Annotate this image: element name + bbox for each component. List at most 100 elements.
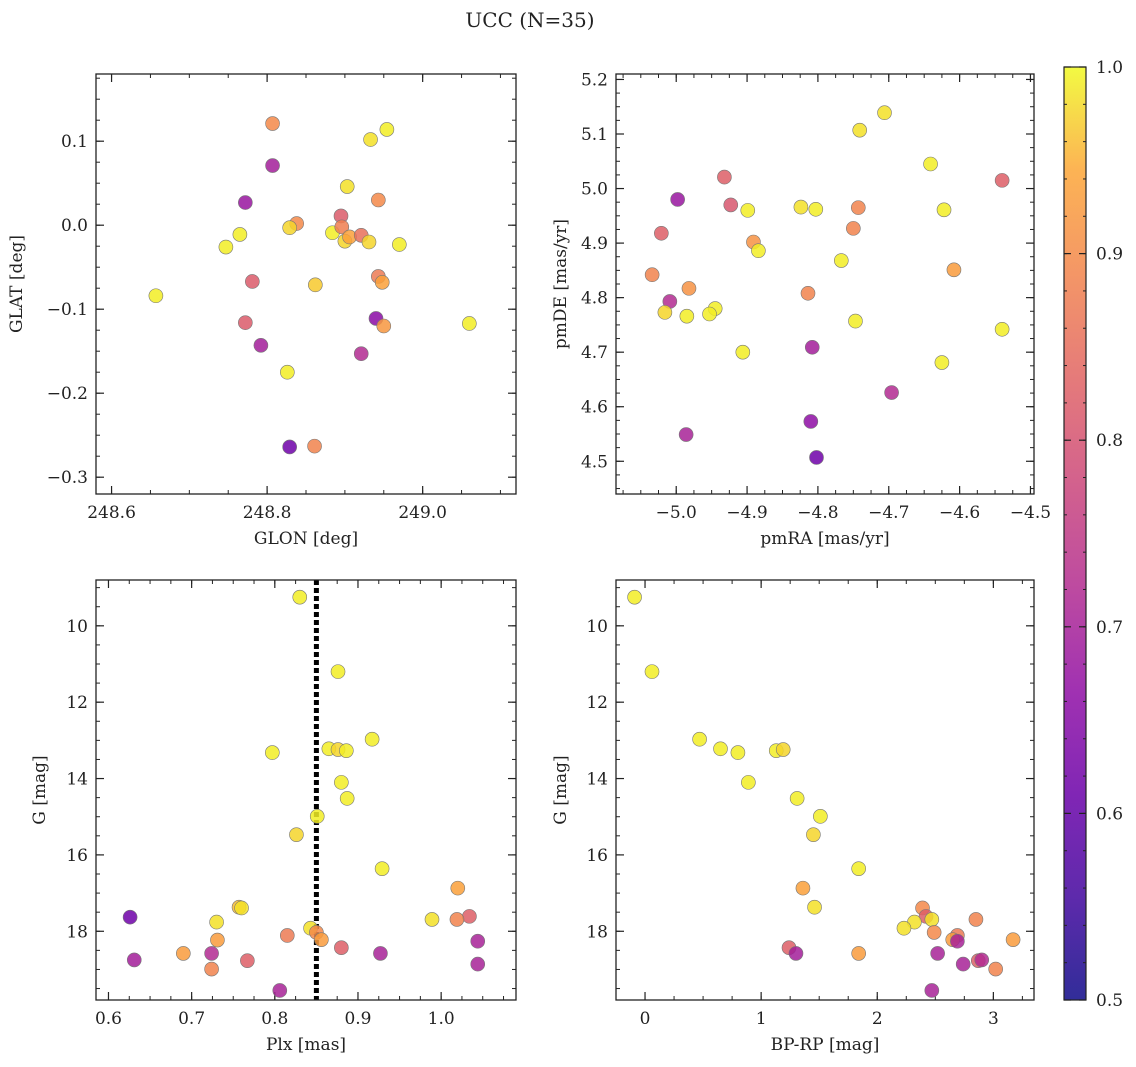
x-tick-label: 248.6 — [87, 503, 136, 523]
colorbar-tick-label: 0.7 — [1096, 618, 1123, 638]
y-tick-label: 12 — [586, 693, 608, 713]
colorbar: 0.5 0.6 0.7 0.8 0.9 1.0 — [1063, 58, 1123, 1011]
x-tick-label: 1 — [756, 1009, 767, 1029]
scatter-point — [795, 880, 811, 896]
y-tick-label: 14 — [586, 770, 608, 790]
x-tick-label: −5.0 — [656, 503, 697, 523]
y-tick-label: −0.1 — [47, 300, 88, 320]
scatter-point — [339, 743, 354, 758]
scatter-point — [122, 909, 138, 925]
scatter-point — [681, 281, 697, 296]
y-axis-label: G [mag] — [30, 755, 50, 824]
scatter-point — [924, 912, 940, 927]
scatter-point — [793, 199, 809, 215]
y-tick-label: 18 — [586, 922, 608, 942]
y-tick-label: 4.9 — [581, 234, 608, 254]
x-tick-label: 1.0 — [428, 1009, 455, 1029]
colorbar-frame — [1063, 66, 1087, 1001]
scatter-point — [373, 946, 388, 961]
scatter-point — [309, 809, 325, 824]
scatter-point — [804, 339, 820, 355]
scatter-point — [877, 105, 892, 121]
scatter-point — [210, 932, 225, 948]
scatter-point — [730, 745, 746, 760]
scatter-point — [644, 267, 660, 283]
scatter-point — [692, 731, 707, 747]
scatter-point — [994, 321, 1010, 337]
scatter-point — [279, 928, 295, 943]
scatter-point — [934, 355, 950, 370]
x-tick-label: 2 — [872, 1009, 883, 1029]
y-tick-label: 5.1 — [581, 125, 608, 145]
scatter-point — [930, 946, 945, 961]
scatter-point — [204, 961, 219, 977]
scatter-point — [809, 450, 824, 465]
scatter-point — [292, 589, 308, 605]
scatter-point — [245, 274, 260, 289]
scatter-point — [218, 239, 234, 255]
y-tick-label: 10 — [66, 617, 88, 637]
scatter-point — [735, 344, 751, 360]
scatter-point — [392, 237, 407, 252]
scatter-point — [308, 277, 323, 293]
scatter-point — [272, 983, 288, 998]
y-tick-label: 5.0 — [581, 180, 608, 200]
scatter-point — [148, 288, 164, 304]
colorbar-tick-label: 0.6 — [1096, 804, 1123, 824]
scatter-point — [717, 169, 732, 185]
scatter-point — [334, 219, 350, 235]
colorbar-gradient — [1064, 67, 1086, 1000]
y-tick-label: 16 — [66, 846, 88, 866]
scatter-point — [470, 933, 486, 949]
scatter-point — [232, 227, 248, 242]
scatter-point — [679, 308, 695, 324]
scatter-point — [282, 220, 297, 236]
scatter-point — [627, 589, 642, 605]
scatter-point — [678, 427, 694, 442]
y-tick-label: 18 — [66, 922, 88, 942]
scatter-point — [361, 234, 377, 250]
scatter-point — [741, 775, 756, 790]
panel-plx-g: 0.6 0.7 0.8 0.9 1.0 10 12 14 16 18 Plx [mas] G [mag… — [30, 579, 517, 1055]
x-tick-label: 0 — [640, 1009, 651, 1029]
y-axis-label: GLAT [deg] — [7, 235, 27, 333]
scatter-point — [176, 946, 191, 961]
x-axis-label: BP-RP [mag] — [771, 1035, 880, 1055]
scatter-point — [374, 861, 390, 876]
scatter-point — [884, 385, 899, 400]
scatter-point — [946, 262, 962, 278]
scatter-point — [424, 912, 440, 927]
scatter-point — [307, 438, 322, 454]
scatter-point — [808, 201, 824, 217]
scatter-point — [924, 983, 940, 998]
scatter-point — [807, 899, 822, 915]
scatter-point — [702, 306, 717, 322]
scatter-point — [988, 961, 1003, 977]
scatter-point — [850, 200, 866, 215]
x-tick-label: 249.0 — [398, 503, 447, 523]
scatter-point — [800, 285, 816, 301]
scatter-point — [806, 827, 821, 842]
colorbar-tick-label: 0.8 — [1096, 431, 1123, 451]
scatter-point — [846, 221, 861, 236]
scatter-point — [644, 664, 660, 679]
scatter-point — [670, 192, 685, 207]
scatter-point — [955, 956, 971, 972]
scatter-point — [363, 132, 378, 147]
x-tick-label: 0.8 — [261, 1009, 288, 1029]
scatter-point — [713, 741, 728, 757]
y-tick-label: 12 — [66, 693, 88, 713]
axes-frame — [615, 73, 1035, 495]
axes-frame — [95, 579, 517, 1001]
x-tick-label: −4.8 — [797, 503, 838, 523]
scatter-point — [265, 116, 280, 131]
y-tick-label: 14 — [66, 770, 88, 790]
y-tick-label: 0.0 — [61, 216, 88, 236]
scatter-point — [462, 316, 477, 331]
scatter-point — [950, 933, 965, 949]
y-tick-label: 16 — [586, 846, 608, 866]
scatter-point — [968, 912, 984, 927]
scatter-point — [740, 203, 756, 218]
y-tick-label: 10 — [586, 617, 608, 637]
